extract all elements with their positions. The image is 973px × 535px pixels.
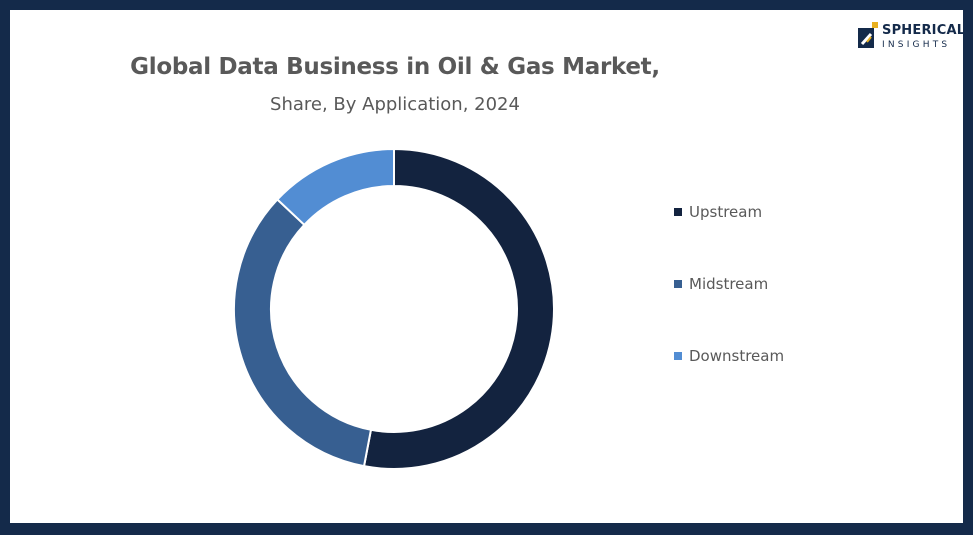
logo-wordmark-bottom: INSIGHTS <box>882 40 951 50</box>
brand-logo: SPHERICAL INSIGHTS <box>858 22 965 54</box>
spherical-insights-logo-icon <box>858 22 878 48</box>
chart-title: Global Data Business in Oil & Gas Market… <box>130 54 660 80</box>
donut-slice-downstream <box>275 147 395 227</box>
legend-label: Upstream <box>689 203 763 221</box>
logo-wordmark-top: SPHERICAL <box>882 23 966 38</box>
legend-item-downstream: Downstream <box>674 344 784 368</box>
legend-label: Downstream <box>689 347 785 365</box>
legend-item-upstream: Upstream <box>674 200 762 224</box>
donut-chart <box>233 147 555 470</box>
donut-slice-midstream <box>233 198 373 468</box>
legend-label: Midstream <box>689 275 769 293</box>
chart-frame: Global Data Business in Oil & Gas Market… <box>10 10 965 523</box>
donut-slice-upstream <box>362 147 555 470</box>
chart-subtitle: Share, By Application, 2024 <box>270 94 520 115</box>
legend-swatch <box>674 280 682 288</box>
legend-swatch <box>674 208 682 216</box>
legend-swatch <box>674 352 682 360</box>
legend-item-midstream: Midstream <box>674 272 768 296</box>
